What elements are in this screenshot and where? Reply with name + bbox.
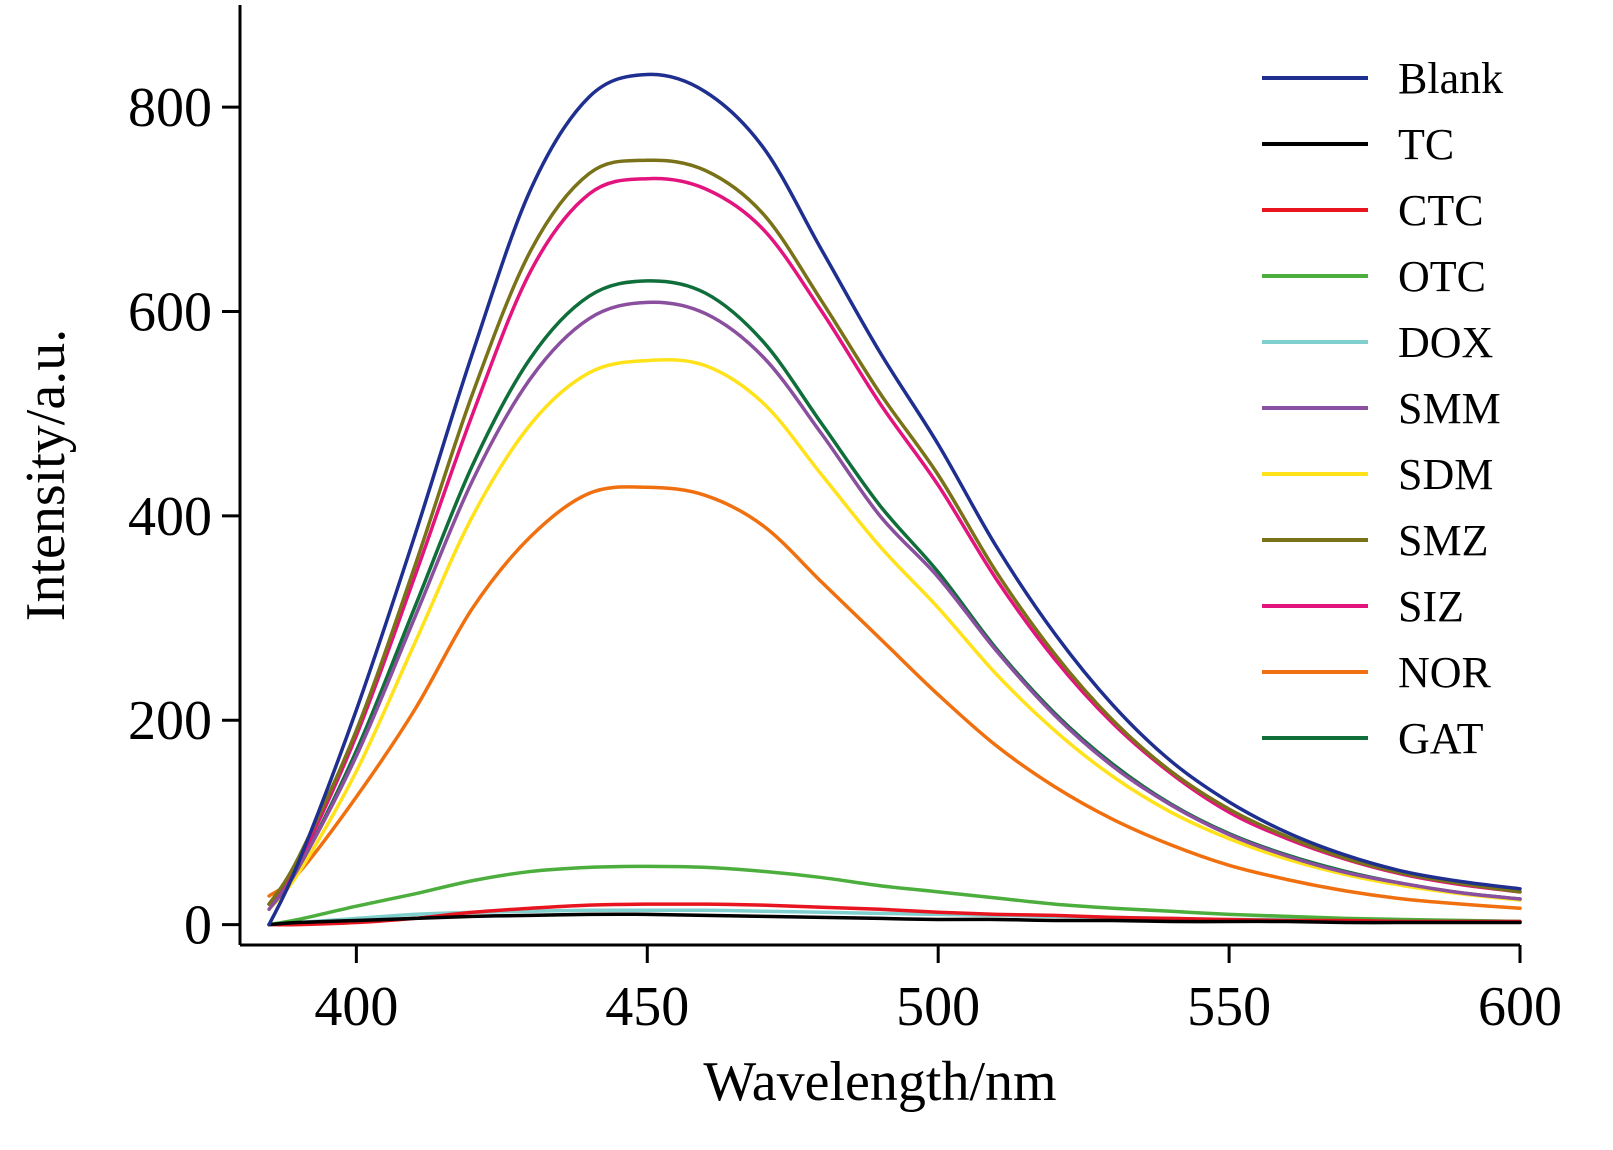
y-tick-label-0: 0: [184, 895, 212, 957]
legend-label-dox: DOX: [1398, 318, 1493, 367]
y-tick-label-400: 400: [128, 486, 212, 548]
legend-label-otc: OTC: [1398, 252, 1486, 301]
legend: Blank TC CTC OTC DOX SMM SDM SMZ SIZ NOR GAT: [1262, 54, 1503, 763]
legend-label-siz: SIZ: [1398, 582, 1464, 631]
legend-label-smz: SMZ: [1398, 516, 1488, 565]
legend-label-sdm: SDM: [1398, 450, 1493, 499]
series-line-nor: [267, 485, 1522, 910]
series-line-sdm: [267, 358, 1522, 911]
series-line-blank: [267, 72, 1522, 927]
series-line-tc: [267, 912, 1522, 927]
x-tick-label-450: 450: [605, 976, 689, 1038]
series-layer: [267, 72, 1522, 927]
y-axis-title: Intensity/a.u.: [15, 329, 77, 621]
series-line-smz: [267, 158, 1522, 906]
legend-label-tc: TC: [1398, 120, 1454, 169]
legend-label-smm: SMM: [1398, 384, 1501, 433]
series-line-otc: [267, 864, 1522, 927]
legend-label-nor: NOR: [1398, 648, 1492, 697]
x-tick-label-550: 550: [1187, 976, 1271, 1038]
legend-label-gat: GAT: [1398, 714, 1484, 763]
x-tick-label-400: 400: [314, 976, 398, 1038]
y-tick-label-600: 600: [128, 282, 212, 344]
legend-label-ctc: CTC: [1398, 186, 1484, 235]
y-tick-label-800: 800: [128, 77, 212, 139]
legend-label-blank: Blank: [1398, 54, 1503, 103]
x-tick-label-600: 600: [1478, 976, 1562, 1038]
axes-layer: 400 450 500 550 600 0 200 400 600 800: [128, 5, 1562, 1038]
series-line-siz: [267, 176, 1522, 906]
series-line-smm: [267, 300, 1522, 911]
x-axis-title: Wavelength/nm: [703, 1051, 1056, 1113]
x-tick-label-500: 500: [896, 976, 980, 1038]
y-tick-label-200: 200: [128, 690, 212, 752]
